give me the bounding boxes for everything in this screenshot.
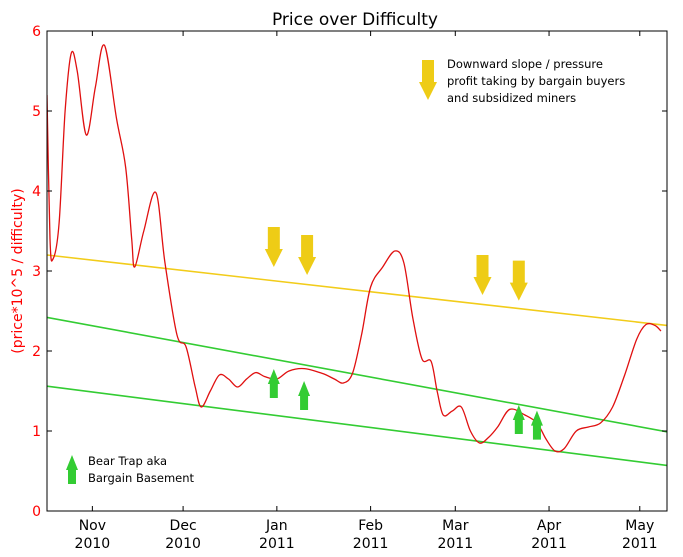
x-tick-label-year: 2011	[531, 536, 567, 552]
x-tick-label-year: 2011	[353, 536, 389, 552]
x-tick-label-year: 2011	[622, 536, 658, 552]
x-tick-label-month: Mar	[442, 518, 469, 534]
y-tick-label: 6	[32, 24, 41, 40]
downward-pressure-arrow	[298, 235, 317, 275]
y-axis-label: (price*10^5 / difficulty)	[10, 188, 26, 353]
price-ratio-line	[47, 44, 662, 453]
x-tick-label-month: May	[625, 518, 654, 534]
legend-up-text-line: Bear Trap aka	[88, 454, 167, 468]
legend-down-text-line: profit taking by bargain buyers	[447, 74, 625, 88]
legend-down-text-line: and subsidized miners	[447, 91, 576, 105]
legend-down-text-line: Downward slope / pressure	[447, 57, 603, 71]
plot-area	[47, 44, 667, 467]
legend-notes: Downward slope / pressure profit taking b…	[66, 57, 625, 485]
chart-title: Price over Difficulty	[272, 10, 438, 30]
support-trend-line-2	[47, 316, 667, 433]
y-axis: 0 1 2 3 4 5 6	[32, 24, 667, 520]
bargain-basement-arrow	[512, 405, 525, 434]
legend-down-arrow	[419, 60, 437, 100]
y-tick-label: 2	[32, 344, 41, 360]
y-tick-label: 1	[32, 424, 41, 440]
downward-pressure-arrow	[473, 255, 492, 295]
annotations	[264, 227, 543, 440]
bargain-basement-arrow	[298, 381, 311, 410]
y-tick-label: 0	[32, 504, 41, 520]
x-tick-label-year: 2010	[75, 536, 111, 552]
support-trend-line-3	[47, 385, 667, 467]
y-tick-label: 4	[32, 184, 41, 200]
bargain-basement-arrow	[530, 410, 543, 440]
x-tick-label-month: Nov	[79, 518, 106, 534]
x-tick-label-year: 2011	[437, 536, 473, 552]
x-axis: Nov 2010 Dec 2010 Jan 2011 Feb 2011 Mar 2011 Apr 20…	[75, 31, 658, 552]
y-tick-label: 3	[32, 264, 41, 280]
y-tick-label: 5	[32, 104, 41, 120]
downward-pressure-arrow	[264, 227, 283, 267]
x-tick-label-year: 2011	[259, 536, 295, 552]
bargain-basement-arrow	[267, 369, 280, 398]
x-tick-label-month: Jan	[265, 518, 288, 534]
resistance-trend-line-1	[47, 254, 667, 327]
legend-up-arrow	[66, 455, 78, 484]
x-tick-label-month: Feb	[358, 518, 383, 534]
x-tick-label-month: Dec	[170, 518, 197, 534]
legend-up-text-line: Bargain Basement	[88, 471, 195, 485]
x-tick-label-year: 2010	[165, 536, 201, 552]
x-tick-label-month: Apr	[537, 518, 561, 534]
downward-pressure-arrow	[509, 260, 528, 301]
